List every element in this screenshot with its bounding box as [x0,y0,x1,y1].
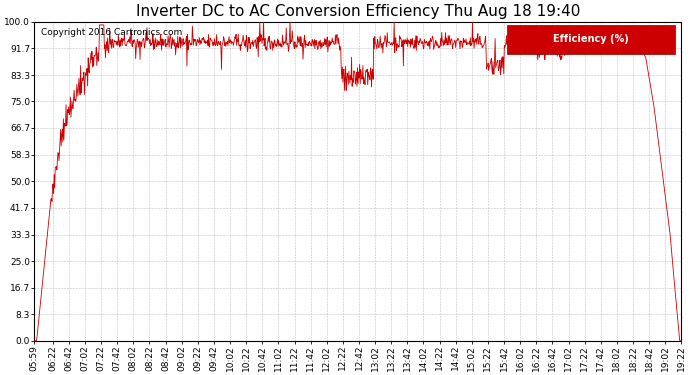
Text: Efficiency (%): Efficiency (%) [553,34,629,44]
Text: Copyright 2016 Cartronics.com: Copyright 2016 Cartronics.com [41,28,182,37]
Title: Inverter DC to AC Conversion Efficiency Thu Aug 18 19:40: Inverter DC to AC Conversion Efficiency … [135,4,580,19]
FancyBboxPatch shape [506,25,675,54]
